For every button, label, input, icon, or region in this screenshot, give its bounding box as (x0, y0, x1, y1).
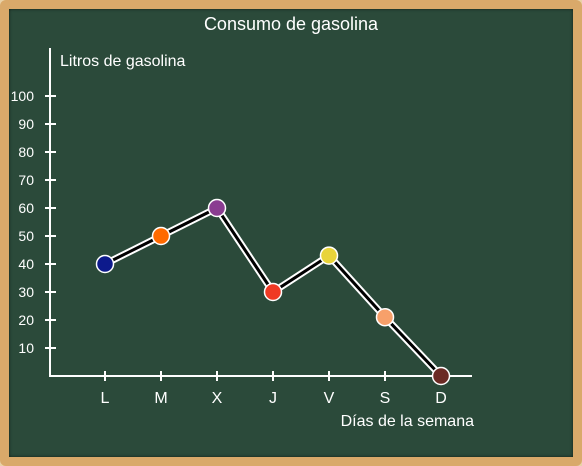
data-point-L[interactable] (95, 254, 115, 274)
x-tick-label: J (269, 390, 277, 407)
x-tick-label: V (324, 390, 335, 407)
data-point-V[interactable] (319, 246, 339, 265)
y-tick-label: 10 (18, 340, 34, 356)
y-tick-label: 50 (18, 228, 34, 244)
y-tick-label: 80 (18, 144, 34, 160)
y-tick-label: 90 (18, 116, 34, 132)
data-point-D[interactable] (431, 366, 451, 386)
chart-title: Consumo de gasolina (204, 14, 379, 34)
data-point-J[interactable] (263, 282, 283, 302)
chalkboard (9, 9, 573, 457)
y-tick-label: 30 (18, 284, 34, 300)
x-tick-label: D (435, 390, 447, 407)
x-tick-label: L (101, 390, 110, 407)
y-tick-label: 20 (18, 312, 34, 328)
y-tick-label: 100 (11, 88, 35, 104)
x-axis-label: Días de la semana (341, 413, 475, 430)
data-point-X[interactable] (207, 198, 227, 218)
y-axis-label: Litros de gasolina (60, 53, 186, 70)
x-tick-label: S (380, 390, 391, 407)
y-tick-label: 60 (18, 200, 34, 216)
data-point-S[interactable] (375, 307, 395, 327)
x-tick-label: X (212, 390, 223, 407)
y-tick-label: 70 (18, 172, 34, 188)
y-tick-label: 40 (18, 256, 34, 272)
data-point-M[interactable] (151, 226, 171, 246)
x-tick-label: M (154, 390, 167, 407)
